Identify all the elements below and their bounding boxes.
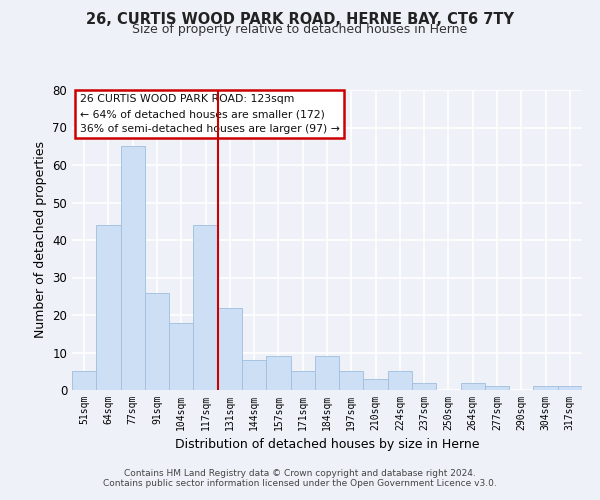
Bar bbox=[145, 292, 169, 390]
Bar bbox=[461, 382, 485, 390]
Bar bbox=[96, 225, 121, 390]
Text: Size of property relative to detached houses in Herne: Size of property relative to detached ho… bbox=[133, 22, 467, 36]
Bar bbox=[169, 322, 193, 390]
X-axis label: Distribution of detached houses by size in Herne: Distribution of detached houses by size … bbox=[175, 438, 479, 452]
Text: Contains public sector information licensed under the Open Government Licence v3: Contains public sector information licen… bbox=[103, 478, 497, 488]
Bar bbox=[388, 371, 412, 390]
Bar bbox=[242, 360, 266, 390]
Bar bbox=[485, 386, 509, 390]
Bar bbox=[412, 382, 436, 390]
Bar bbox=[121, 146, 145, 390]
Bar bbox=[533, 386, 558, 390]
Text: Contains HM Land Registry data © Crown copyright and database right 2024.: Contains HM Land Registry data © Crown c… bbox=[124, 468, 476, 477]
Text: 26, CURTIS WOOD PARK ROAD, HERNE BAY, CT6 7TY: 26, CURTIS WOOD PARK ROAD, HERNE BAY, CT… bbox=[86, 12, 514, 28]
Y-axis label: Number of detached properties: Number of detached properties bbox=[34, 142, 47, 338]
Bar bbox=[290, 371, 315, 390]
Bar bbox=[218, 308, 242, 390]
Bar bbox=[558, 386, 582, 390]
Bar bbox=[339, 371, 364, 390]
Bar bbox=[193, 225, 218, 390]
Text: 26 CURTIS WOOD PARK ROAD: 123sqm
← 64% of detached houses are smaller (172)
36% : 26 CURTIS WOOD PARK ROAD: 123sqm ← 64% o… bbox=[80, 94, 340, 134]
Bar bbox=[266, 356, 290, 390]
Bar bbox=[364, 379, 388, 390]
Bar bbox=[72, 371, 96, 390]
Bar bbox=[315, 356, 339, 390]
